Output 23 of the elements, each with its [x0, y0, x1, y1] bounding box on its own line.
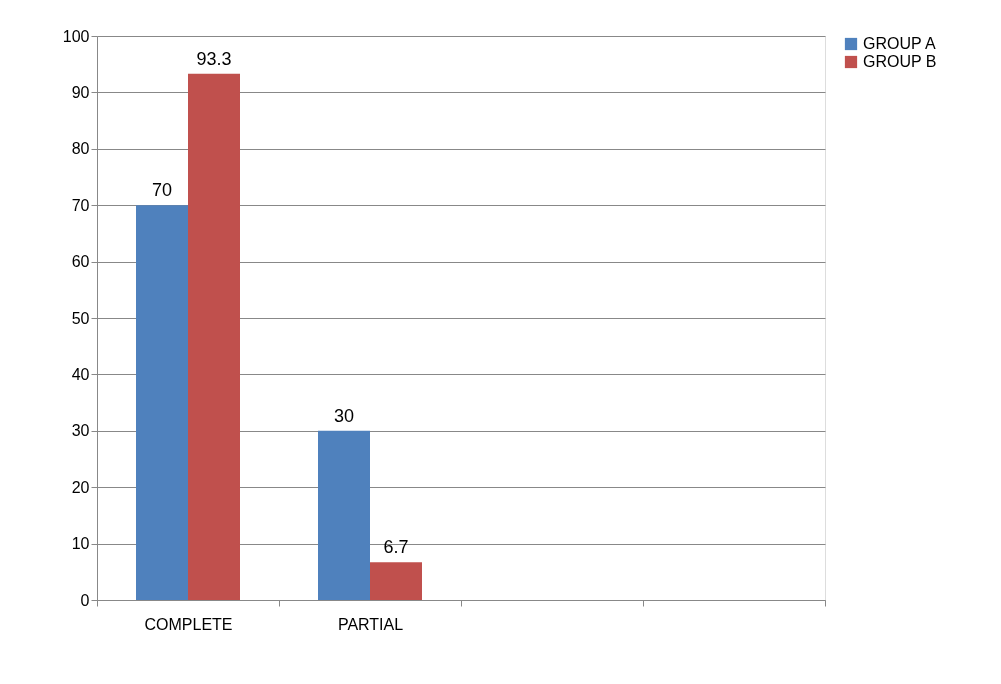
- data-label: 6.7: [383, 537, 409, 558]
- legend-label: GROUP A: [863, 35, 936, 52]
- bar: [188, 73, 240, 600]
- data-label: 30: [333, 405, 355, 426]
- y-tick-label: 30: [71, 422, 90, 440]
- y-tick-label: 90: [71, 83, 90, 101]
- y-tick-label: 80: [71, 140, 90, 158]
- data-label: 93.3: [196, 48, 232, 69]
- x-tick-label: PARTIAL: [337, 615, 404, 633]
- y-tick-label: 50: [71, 309, 90, 327]
- bar: [370, 562, 422, 600]
- data-label: 70: [151, 180, 173, 201]
- y-tick-label: 60: [71, 253, 90, 271]
- y-tick-label: 0: [80, 591, 90, 609]
- y-tick-label: 10: [71, 535, 90, 553]
- y-tick-label: 40: [71, 365, 90, 383]
- bar: [136, 205, 188, 600]
- y-tick-label: 20: [71, 478, 90, 496]
- bar: [318, 430, 370, 600]
- y-tick-label: 70: [71, 196, 90, 214]
- y-tick-label: 100: [62, 27, 90, 45]
- x-tick-label: COMPLETE: [144, 615, 233, 633]
- legend-label: GROUP B: [863, 53, 937, 70]
